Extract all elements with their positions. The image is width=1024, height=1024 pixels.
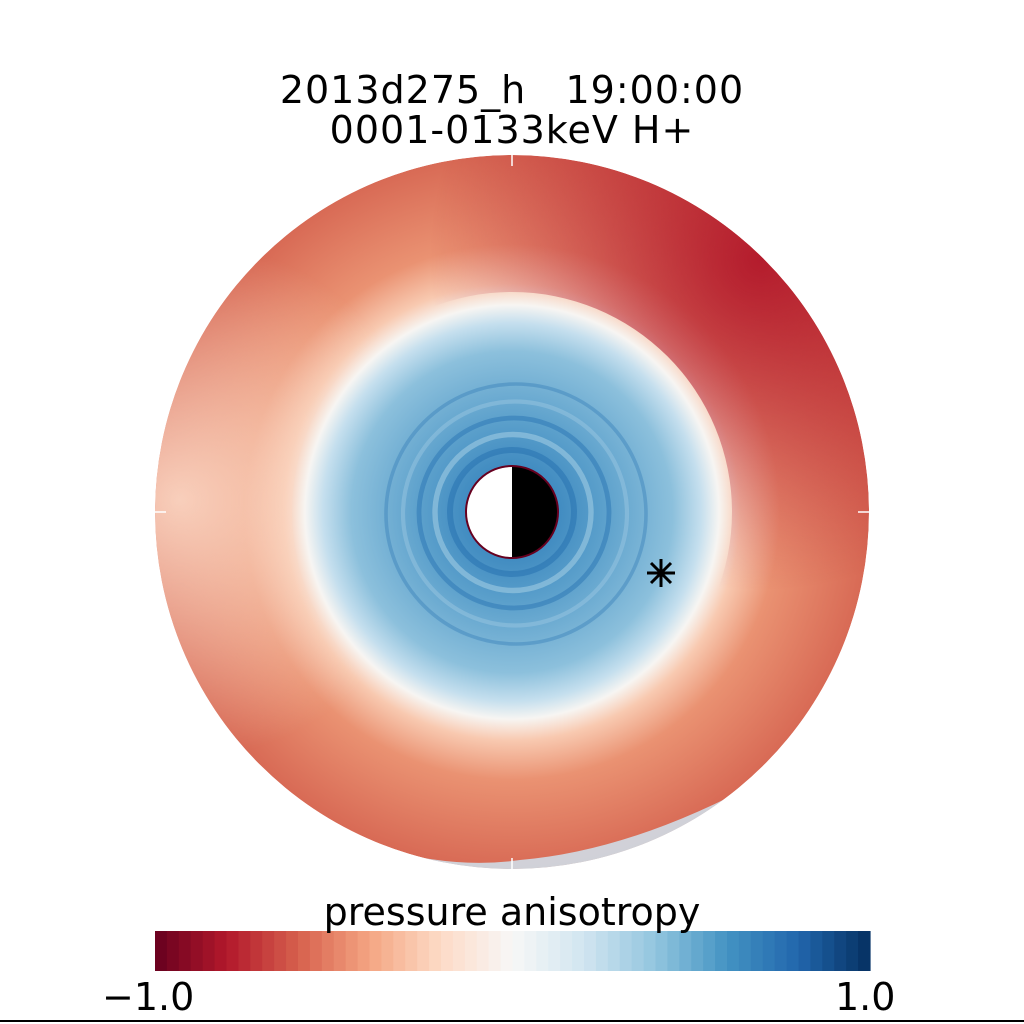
colorbar-segment: [321, 931, 335, 971]
colorbar-segment: [464, 931, 478, 971]
colorbar-segment: [667, 931, 680, 971]
colorbar-segment: [452, 931, 466, 971]
colorbar-segment: [214, 931, 228, 971]
wave-ring: [416, 415, 612, 611]
colorbar-segment: [595, 931, 609, 971]
bottom-border: [0, 1020, 1024, 1022]
axis-ticks: [155, 155, 869, 869]
colorbar-max-label: 1.0: [835, 975, 896, 1019]
chart-subtitle: 0001-0133keV H+: [329, 108, 695, 152]
colorbar-segment: [643, 931, 657, 971]
colorbar-segment: [381, 931, 394, 971]
colorbar-segment: [560, 931, 573, 971]
earth-icon: [465, 465, 559, 559]
colorbar-segment: [298, 931, 311, 971]
colorbar-segment: [488, 931, 502, 971]
colorbar-segment: [166, 931, 180, 971]
colorbar-segment: [524, 931, 537, 971]
wave-ring: [447, 447, 577, 577]
colorbar-segment: [786, 931, 800, 971]
colorbar-segment: [262, 931, 275, 971]
colorbar-segment: [822, 931, 835, 971]
colorbar-segment: [286, 931, 299, 971]
colorbar-segment: [202, 931, 216, 971]
colorbar-segment: [798, 931, 812, 971]
colorbar-segment: [679, 931, 692, 971]
colorbar-segment: [846, 931, 859, 971]
colorbar-segment: [369, 931, 383, 971]
wave-ring: [384, 382, 648, 646]
wave-ring: [400, 399, 630, 628]
colorbar-segment: [190, 931, 204, 971]
wave-ring: [432, 431, 594, 594]
colorbar-segment: [357, 931, 371, 971]
colorbar-segment: [226, 931, 240, 971]
colorbar-segment: [250, 931, 263, 971]
colorbar-segment: [536, 931, 549, 971]
colorbar-segment: [548, 931, 561, 971]
colorbar-segment: [750, 931, 764, 971]
colorbar-segment: [727, 931, 740, 971]
colorbar-label: pressure anisotropy: [323, 890, 701, 934]
colorbar-segment: [619, 931, 633, 971]
colorbar-segment: [607, 931, 621, 971]
colorbar-min-label: −1.0: [102, 975, 195, 1019]
colorbar-segment: [476, 931, 490, 971]
colorbar-segment: [405, 931, 418, 971]
colorbar-segment: [429, 931, 442, 971]
colorbar-segment: [572, 931, 585, 971]
colorbar-segment: [274, 931, 287, 971]
colorbar-segment: [345, 931, 359, 971]
colorbar-segment: [500, 931, 514, 971]
colorbar-segment: [774, 931, 788, 971]
colorbar-segment: [715, 931, 728, 971]
colorbar-segment: [703, 931, 716, 971]
colorbar-segment: [738, 931, 752, 971]
colorbar-segment: [333, 931, 347, 971]
asterisk-marker: [647, 559, 675, 587]
colorbar-segment: [512, 931, 526, 971]
colorbar-segment: [393, 931, 406, 971]
colorbar-segment: [417, 931, 430, 971]
colorbar-segment: [655, 931, 669, 971]
colorbar-segment: [762, 931, 776, 971]
colorbar-segment: [810, 931, 823, 971]
colorbar-segment: [155, 931, 168, 971]
chart-title: 2013d275_h 19:00:00: [279, 68, 745, 112]
colorbar-segment: [309, 931, 323, 971]
colorbar: [155, 931, 871, 971]
colorbar-segment: [858, 931, 871, 971]
colorbar-segment: [441, 931, 454, 971]
colorbar-segment: [178, 931, 192, 971]
colorbar-segment: [631, 931, 645, 971]
colorbar-segment: [691, 931, 704, 971]
colorbar-segment: [584, 931, 597, 971]
colorbar-segment: [238, 931, 251, 971]
colorbar-segment: [834, 931, 847, 971]
